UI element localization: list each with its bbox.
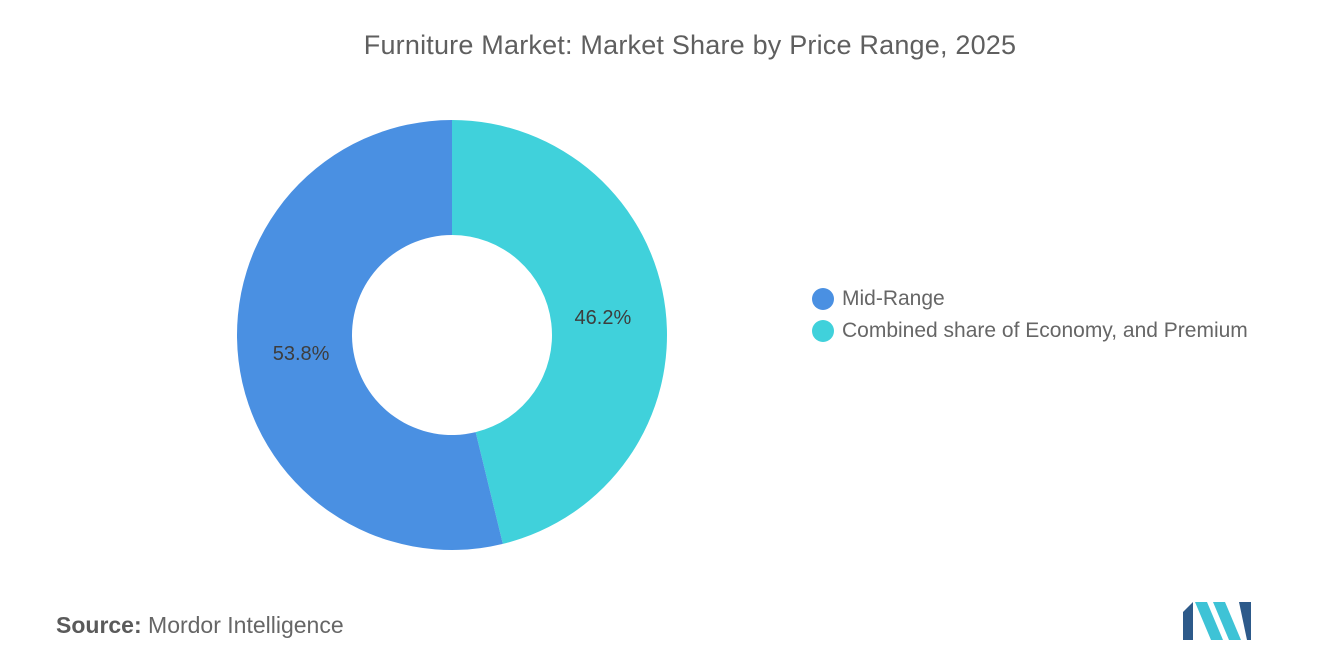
donut-slices — [237, 120, 667, 550]
logo-shape-left — [1183, 602, 1193, 640]
donut-slice-economy-premium[interactable] — [452, 120, 667, 544]
legend-swatch-economy-premium — [812, 320, 834, 342]
chart-legend: Mid-Range Combined share of Economy, and… — [812, 283, 1248, 347]
chart-title: Furniture Market: Market Share by Price … — [363, 30, 1017, 60]
legend-swatch-mid-range — [812, 288, 834, 310]
logo-shape-mid-right — [1213, 602, 1241, 640]
legend-label-economy-premium: Combined share of Economy, and Premium — [842, 319, 1248, 342]
mordor-intelligence-logo — [1183, 602, 1251, 640]
legend-label-mid-range: Mid-Range — [842, 287, 945, 310]
logo-shape-right — [1239, 602, 1251, 640]
data-label-economy-premium: 46.2% — [575, 307, 632, 329]
legend-item-economy-premium[interactable]: Combined share of Economy, and Premium — [812, 315, 1248, 347]
source-note: Source: Mordor Intelligence — [56, 612, 344, 639]
legend-item-mid-range[interactable]: Mid-Range — [812, 283, 1248, 315]
logo-shape-mid-left — [1195, 602, 1223, 640]
source-label: Source: — [56, 612, 142, 638]
data-label-mid-range: 53.8% — [273, 343, 330, 365]
donut-slice-mid-range[interactable] — [237, 120, 503, 550]
source-value: Mordor Intelligence — [148, 612, 344, 638]
data-labels: 46.2% 53.8% — [273, 307, 632, 365]
